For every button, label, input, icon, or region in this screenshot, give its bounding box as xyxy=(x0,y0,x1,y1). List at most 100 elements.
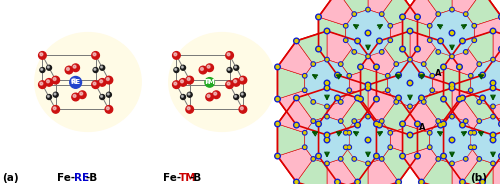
Circle shape xyxy=(336,97,339,99)
Circle shape xyxy=(40,82,43,85)
Circle shape xyxy=(398,74,400,76)
Circle shape xyxy=(436,119,440,123)
Circle shape xyxy=(227,53,230,56)
Circle shape xyxy=(407,28,413,34)
Polygon shape xyxy=(398,0,421,17)
Circle shape xyxy=(400,15,404,19)
Circle shape xyxy=(436,12,440,16)
Circle shape xyxy=(374,122,378,126)
Circle shape xyxy=(458,65,462,69)
Polygon shape xyxy=(460,67,493,99)
Circle shape xyxy=(352,50,356,54)
Circle shape xyxy=(491,161,495,166)
Circle shape xyxy=(312,120,314,122)
Circle shape xyxy=(344,24,348,28)
Circle shape xyxy=(227,82,230,85)
Polygon shape xyxy=(444,41,479,76)
Circle shape xyxy=(428,131,432,135)
Circle shape xyxy=(325,114,329,119)
Circle shape xyxy=(326,139,328,141)
Circle shape xyxy=(395,63,398,65)
Polygon shape xyxy=(368,88,398,121)
Circle shape xyxy=(311,100,316,104)
Circle shape xyxy=(276,98,279,100)
Circle shape xyxy=(72,93,80,101)
Circle shape xyxy=(356,97,358,99)
Circle shape xyxy=(302,74,307,78)
Polygon shape xyxy=(327,88,358,121)
Circle shape xyxy=(468,131,473,135)
Circle shape xyxy=(302,145,307,149)
Circle shape xyxy=(317,123,320,125)
Circle shape xyxy=(180,65,186,70)
Circle shape xyxy=(366,86,370,90)
Circle shape xyxy=(338,100,343,104)
Circle shape xyxy=(325,29,329,33)
Circle shape xyxy=(375,98,378,100)
Polygon shape xyxy=(422,0,452,14)
Circle shape xyxy=(472,38,476,43)
Circle shape xyxy=(490,137,496,143)
Circle shape xyxy=(38,52,46,59)
Circle shape xyxy=(53,78,56,80)
Circle shape xyxy=(481,74,484,77)
Circle shape xyxy=(376,123,378,125)
Circle shape xyxy=(461,181,464,183)
Circle shape xyxy=(464,51,467,53)
Polygon shape xyxy=(278,31,376,135)
Polygon shape xyxy=(493,102,500,135)
Circle shape xyxy=(374,65,378,69)
Circle shape xyxy=(356,97,359,99)
Circle shape xyxy=(388,145,392,149)
Circle shape xyxy=(365,137,371,143)
Circle shape xyxy=(480,73,485,77)
Circle shape xyxy=(409,134,411,136)
Polygon shape xyxy=(422,88,452,121)
Circle shape xyxy=(473,39,476,41)
Polygon shape xyxy=(318,17,345,49)
Circle shape xyxy=(388,38,392,43)
Circle shape xyxy=(422,63,425,65)
Polygon shape xyxy=(296,31,327,64)
Circle shape xyxy=(359,98,362,100)
Circle shape xyxy=(93,53,96,56)
Circle shape xyxy=(274,121,280,127)
Circle shape xyxy=(408,134,412,136)
Circle shape xyxy=(478,63,480,65)
Text: TM: TM xyxy=(204,79,216,85)
Circle shape xyxy=(402,48,404,50)
Circle shape xyxy=(416,122,420,126)
Circle shape xyxy=(473,25,476,27)
Polygon shape xyxy=(410,31,440,64)
Polygon shape xyxy=(402,88,500,184)
Circle shape xyxy=(326,116,328,118)
Circle shape xyxy=(70,77,82,88)
Circle shape xyxy=(108,93,109,95)
Circle shape xyxy=(352,12,356,16)
Circle shape xyxy=(397,181,400,183)
Polygon shape xyxy=(368,67,398,99)
Circle shape xyxy=(335,96,340,100)
Circle shape xyxy=(468,74,473,78)
Circle shape xyxy=(347,145,352,149)
Circle shape xyxy=(294,95,299,101)
Polygon shape xyxy=(368,159,398,184)
Circle shape xyxy=(400,122,404,126)
Polygon shape xyxy=(346,117,391,163)
Circle shape xyxy=(356,39,360,43)
Ellipse shape xyxy=(35,33,141,131)
Polygon shape xyxy=(402,98,438,133)
Circle shape xyxy=(93,82,96,85)
Circle shape xyxy=(386,74,390,78)
Circle shape xyxy=(389,146,392,148)
Circle shape xyxy=(420,74,423,77)
Circle shape xyxy=(367,87,369,89)
Circle shape xyxy=(380,51,383,53)
Polygon shape xyxy=(318,88,418,184)
Circle shape xyxy=(460,96,464,100)
Circle shape xyxy=(458,66,460,68)
Circle shape xyxy=(352,157,356,161)
Circle shape xyxy=(338,157,343,161)
Circle shape xyxy=(174,82,177,85)
Circle shape xyxy=(239,76,246,84)
